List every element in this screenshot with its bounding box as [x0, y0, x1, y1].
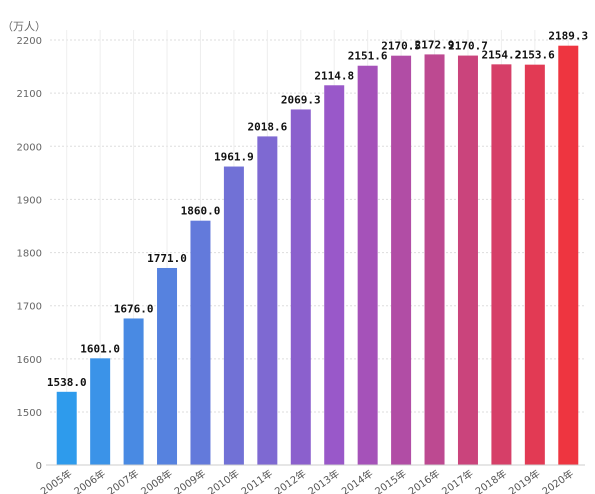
data-label: 1771.0 — [147, 252, 187, 265]
bar — [290, 109, 311, 466]
bar — [223, 166, 244, 465]
y-tick-label: 2000 — [17, 142, 42, 153]
y-axis-unit: （万人） — [2, 20, 46, 33]
x-tick-label: 2020年 — [540, 467, 576, 494]
data-label: 2172.9 — [415, 38, 455, 51]
bar — [524, 64, 545, 465]
bars — [56, 45, 579, 466]
x-tick-label: 2005年 — [38, 467, 74, 494]
data-label: 2153.6 — [515, 49, 555, 62]
data-label: 1961.9 — [214, 151, 254, 164]
y-tick-label: 1900 — [17, 195, 42, 206]
x-tick-label: 2016年 — [406, 467, 442, 494]
x-tick-label: 2014年 — [339, 467, 375, 494]
x-tick-label: 2007年 — [105, 467, 141, 494]
x-tick-label: 2019年 — [506, 467, 542, 494]
bar — [457, 55, 478, 465]
data-label: 2114.8 — [314, 69, 354, 82]
y-tick-label: 1500 — [17, 408, 42, 419]
bar — [391, 55, 412, 465]
x-tick-label: 2018年 — [473, 467, 509, 494]
bar — [558, 45, 579, 466]
bar — [324, 85, 345, 466]
bar — [90, 358, 111, 465]
data-label: 2154.2 — [482, 48, 522, 61]
data-label: 1860.0 — [181, 205, 221, 218]
y-tick-label: 1600 — [17, 355, 42, 366]
bar — [357, 65, 378, 466]
data-label: 2189.3 — [548, 30, 588, 43]
bar — [157, 267, 178, 465]
data-label: 2170.5 — [381, 40, 421, 53]
data-label: 1601.0 — [80, 342, 120, 355]
x-tick-label: 2017年 — [439, 467, 475, 494]
bar — [257, 136, 278, 466]
x-axis-ticks: 2005年2006年2007年2008年2009年2010年2011年2012年… — [38, 467, 576, 494]
x-tick-label: 2013年 — [305, 467, 341, 494]
x-tick-label: 2010年 — [205, 467, 241, 494]
x-tick-label: 2008年 — [138, 467, 174, 494]
x-tick-label: 2011年 — [239, 467, 275, 494]
bar — [424, 54, 445, 466]
bar — [190, 220, 211, 465]
y-tick-label: 2100 — [17, 89, 42, 100]
y-axis-ticks: 0 1500 1600 1700 1800 1900 2000 2100 2200 — [17, 36, 42, 472]
bar — [123, 318, 144, 465]
data-label: 2069.3 — [281, 93, 321, 106]
x-tick-label: 2012年 — [272, 467, 308, 494]
data-label: 1676.0 — [114, 302, 154, 315]
data-label: 2151.6 — [348, 50, 388, 63]
bar — [56, 391, 77, 465]
y-tick-label: 0 — [36, 461, 42, 472]
x-tick-label: 2009年 — [172, 467, 208, 494]
bar — [491, 64, 512, 466]
x-tick-label: 2015年 — [372, 467, 408, 494]
data-label: 1538.0 — [47, 376, 87, 389]
value-labels: 1538.0 1601.0 1676.0 1771.0 1860.0 1961.9 2018… — [47, 30, 588, 389]
data-label: 2018.6 — [247, 120, 287, 133]
data-label: 2170.7 — [448, 40, 488, 53]
y-tick-label: 2200 — [17, 36, 42, 47]
y-tick-label: 1800 — [17, 249, 42, 260]
y-tick-label: 1700 — [17, 302, 42, 313]
x-tick-label: 2006年 — [71, 467, 107, 494]
